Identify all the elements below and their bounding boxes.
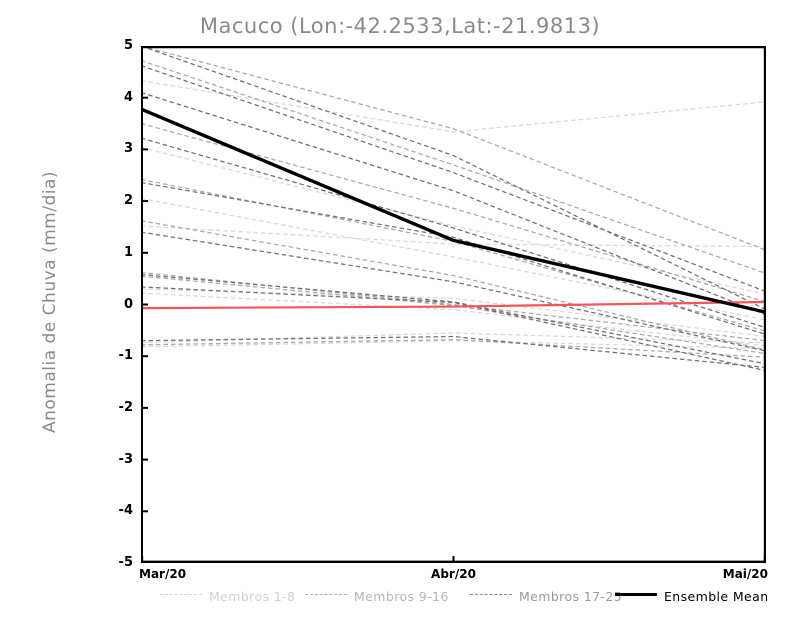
x-tick-label-1: Abr/20 [431,567,476,581]
member-line-m14 [141,275,766,355]
legend-swatch-icon [470,594,512,595]
plot-frame [141,46,766,563]
chart-title: Macuco (Lon:-42.2533,Lat:-21.9813) [199,14,601,38]
ensemble-member-lines [141,46,766,372]
x-tick-label-2: Mai/20 [722,567,768,581]
member-line-m01 [141,80,766,133]
ensemble-mean-line [141,107,766,314]
y-tick-label-5: 5 [123,38,133,53]
legend-item-membros-17-25[interactable]: Membros 17-25 [470,586,622,606]
legend-label: Membros 9-16 [354,589,449,604]
member-line-m02 [141,146,766,295]
member-line-m22 [141,273,766,365]
y-tick-label-3: 3 [123,141,133,157]
axis-ticks [141,46,766,563]
member-line-m12 [141,220,766,351]
member-line-m24 [141,335,766,369]
plot-svg [141,46,766,563]
y-tick-label--1: -1 [118,348,133,364]
member-line-m20 [141,181,766,336]
y-tick-label--2: -2 [118,399,133,415]
legend-swatch-icon [615,593,657,596]
member-line-m03 [141,225,766,248]
legend-swatch-icon [305,594,347,595]
x-tick-label-0: Mar/20 [139,567,187,581]
y-tick-label--3: -3 [118,451,133,467]
plot-area [141,46,766,563]
zero-reference-line [141,300,766,310]
legend-swatch-icon [160,594,202,595]
ensemble-mean-path [141,107,766,314]
member-line-m18 [141,91,766,316]
member-line-m16 [141,46,766,251]
legend-item-ensemble-mean[interactable]: Ensemble Mean [615,586,769,606]
legend-item-membros-1-8[interactable]: Membros 1-8 [160,586,295,606]
member-line-m08 [141,197,766,321]
y-tick-label-2: 2 [123,193,133,209]
chart-legend: Membros 1-8 Membros 9-16 Membros 17-25 Ense… [0,586,800,608]
y-tick-label--5: -5 [118,555,133,570]
legend-label: Ensemble Mean [664,589,769,604]
legend-label: Membros 17-25 [519,589,623,604]
legend-label: Membros 1-8 [209,589,296,604]
y-tick-label--4: -4 [118,503,133,519]
member-line-m23 [141,286,766,372]
member-line-m09 [141,59,766,275]
member-line-m06 [141,332,766,344]
member-line-m21 [141,231,766,352]
y-axis-label: Anomalia de Chuva (mm/dia) [40,170,60,434]
y-tick-label-0: 0 [123,296,133,312]
y-tick-label-1: 1 [123,244,133,260]
member-line-m15 [141,339,766,358]
y-tick-label-4: 4 [123,89,133,105]
zero-reference-line-path [141,300,766,310]
member-line-m07 [141,340,766,350]
member-line-m19 [141,137,766,329]
member-line-m25 [141,46,766,311]
legend-item-membros-9-16[interactable]: Membros 9-16 [305,586,449,606]
member-line-m17 [141,65,766,293]
